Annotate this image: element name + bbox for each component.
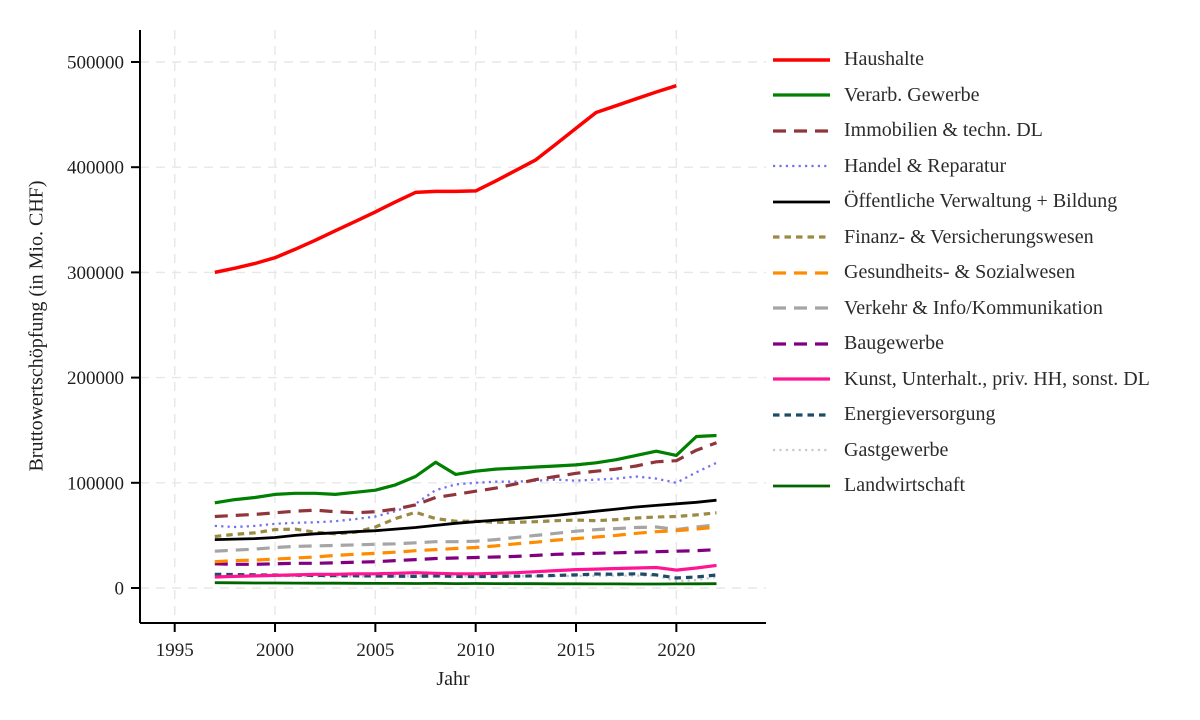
series-line [214, 563, 717, 579]
legend-label: Verkehr & Info/Kommunikation [844, 296, 1103, 319]
legend-item: Gastgewerbe [773, 433, 1150, 469]
x-tick-label: 2015 [557, 640, 595, 661]
legend-item: Verkehr & Info/Kommunikation [773, 291, 1150, 327]
legend-label: Haushalte [844, 48, 924, 71]
legend-line-sample [773, 484, 830, 488]
y-tick-label: 100000 [67, 473, 124, 494]
series-line [214, 441, 718, 519]
legend-item: Baugewerbe [773, 326, 1150, 362]
x-tick-label: 2010 [457, 640, 495, 661]
legend-item: Energieversorgung [773, 397, 1150, 433]
legend-label: Baugewerbe [844, 332, 944, 355]
x-tick-label: 2020 [657, 640, 695, 661]
series-line [214, 525, 717, 564]
legend-label: Energieversorgung [844, 403, 996, 426]
legend-item: Gesundheits- & Sozialwesen [773, 255, 1150, 291]
legend: Haushalte Verarb. Gewerbe Immobilien & tec… [773, 42, 1150, 504]
series-line [214, 581, 717, 586]
legend-label: Finanz- & Versicherungswesen [844, 225, 1094, 248]
legend-line-sample [773, 449, 830, 452]
legend-line-sample [773, 165, 830, 168]
series-line [214, 523, 717, 553]
legend-item: Verarb. Gewerbe [773, 78, 1150, 114]
series-line [214, 498, 717, 541]
legend-item: Haushalte [773, 42, 1150, 78]
y-tick-label: 200000 [67, 368, 124, 389]
x-tick-label: 2000 [256, 640, 294, 661]
y-tick-label: 400000 [67, 158, 124, 179]
y-axis-title: Bruttowertschöpfung (in Mio. CHF) [25, 180, 48, 472]
legend-line-sample [773, 58, 830, 62]
legend-label: Kunst, Unterhalt., priv. HH, sonst. DL [844, 367, 1150, 390]
legend-label: Öffentliche Verwaltung + Bildung [844, 190, 1118, 213]
series-line [214, 84, 677, 275]
y-tick-label: 300000 [67, 263, 124, 284]
series-line [214, 461, 717, 529]
legend-label: Verarb. Gewerbe [844, 83, 980, 106]
legend-line-sample [773, 342, 830, 346]
legend-line-sample [773, 413, 830, 417]
y-tick-label: 500000 [67, 53, 124, 74]
legend-item: Öffentliche Verwaltung + Bildung [773, 184, 1150, 220]
legend-label: Gastgewerbe [844, 438, 949, 461]
x-tick-label: 2005 [356, 640, 394, 661]
legend-label: Immobilien & techn. DL [844, 119, 1043, 142]
legend-line-sample [773, 377, 830, 381]
series-line [214, 433, 717, 505]
legend-item: Immobilien & techn. DL [773, 113, 1150, 149]
legend-item: Landwirtschaft [773, 468, 1150, 504]
legend-line-sample [773, 200, 830, 204]
legend-line-sample [773, 129, 830, 133]
legend-line-sample [773, 93, 830, 97]
legend-item: Handel & Reparatur [773, 149, 1150, 185]
legend-item: Kunst, Unterhalt., priv. HH, sonst. DL [773, 362, 1150, 398]
legend-line-sample [773, 306, 830, 310]
legend-label: Landwirtschaft [844, 474, 966, 497]
legend-label: Gesundheits- & Sozialwesen [844, 261, 1076, 284]
y-tick-label: 0 [115, 579, 125, 600]
x-tick-label: 1995 [156, 640, 194, 661]
legend-item: Finanz- & Versicherungswesen [773, 220, 1150, 256]
legend-line-sample [773, 271, 830, 275]
legend-line-sample [773, 235, 830, 239]
legend-label: Handel & Reparatur [844, 154, 1007, 177]
x-axis-title: Jahr [436, 668, 470, 690]
